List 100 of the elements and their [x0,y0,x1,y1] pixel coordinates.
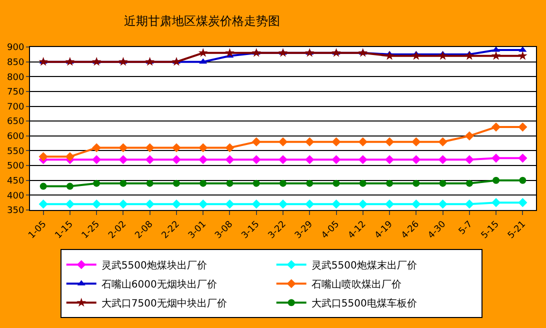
point [280,180,286,187]
point [492,198,501,208]
point [146,180,154,187]
point [118,200,128,209]
point [464,155,474,164]
point [198,143,208,152]
point [145,200,154,209]
y-tick-label: 650 [7,117,24,128]
point [252,155,261,164]
point [226,180,234,187]
point [172,180,180,187]
point [384,50,394,60]
point [118,143,128,152]
point [198,200,208,209]
point [358,200,368,209]
point [225,155,234,164]
point [412,155,421,164]
point [198,155,208,164]
point [199,58,208,64]
legend-label: 灵武5500炮煤末出厂价 [311,260,417,272]
y-tick-label: 800 [7,72,24,83]
point [492,176,500,184]
point [305,155,314,164]
point [492,46,500,52]
point [332,200,341,209]
point [172,143,182,152]
point [225,143,234,152]
point [332,137,341,146]
point [518,46,527,52]
point [358,155,368,164]
point [278,155,288,164]
point [278,200,288,209]
y-tick-label: 750 [7,88,24,98]
point [519,176,526,184]
x-tick-label: 5-7 [457,220,475,237]
point [225,200,234,209]
point [145,143,154,152]
point [359,180,366,187]
point [384,137,394,146]
point [145,155,154,164]
point [518,122,528,132]
point [278,137,288,146]
point [198,48,208,57]
legend-label: 石嘴山6000无烟块出厂价 [101,278,217,291]
point [412,180,420,187]
point [492,154,501,163]
chart-title: 近期甘肃地区煤炭价格走势图 [124,14,280,28]
point [172,200,182,209]
point [438,155,448,164]
y-tick-label: 900 [7,43,24,54]
point [252,200,261,209]
point [200,180,207,187]
point [305,137,314,146]
point [438,200,448,209]
point [464,200,474,209]
point [172,155,182,164]
point [40,182,47,190]
point [438,137,448,146]
point [306,180,314,187]
point [439,180,446,187]
point [386,180,394,187]
legend-label: 大武口5500电煤车板价 [311,298,417,310]
point [384,200,394,209]
legend-label: 大武口7500无烟中块出厂价 [101,298,227,310]
point [92,155,102,164]
point [358,137,368,146]
point [305,200,314,209]
point [384,155,394,164]
point [92,200,102,209]
point [412,50,421,60]
point [491,50,501,60]
y-tick-label: 450 [7,176,24,187]
point [118,155,128,164]
point [464,131,474,140]
point [65,200,74,209]
point [466,180,473,187]
point [438,50,448,60]
point [120,180,127,187]
point [252,180,260,187]
legend-label: 石嘴山喷吹煤出厂价 [311,278,402,291]
point [252,137,261,146]
point [412,137,421,146]
point [65,152,74,162]
point [38,200,48,209]
y-tick-label: 500 [7,162,24,172]
point [38,152,48,162]
y-tick-label: 550 [7,146,24,157]
point [464,50,474,60]
point [66,182,74,190]
point [518,154,528,163]
y-tick-label: 700 [7,102,24,112]
point [225,48,234,57]
point [92,143,102,152]
y-tick-label: 400 [7,191,24,202]
point [93,180,100,187]
point [412,200,421,209]
point [492,122,501,132]
legend-label: 灵武5500炮煤块出厂价 [101,260,207,272]
y-tick-label: 600 [7,132,24,142]
y-tick-label: 350 [7,206,24,216]
